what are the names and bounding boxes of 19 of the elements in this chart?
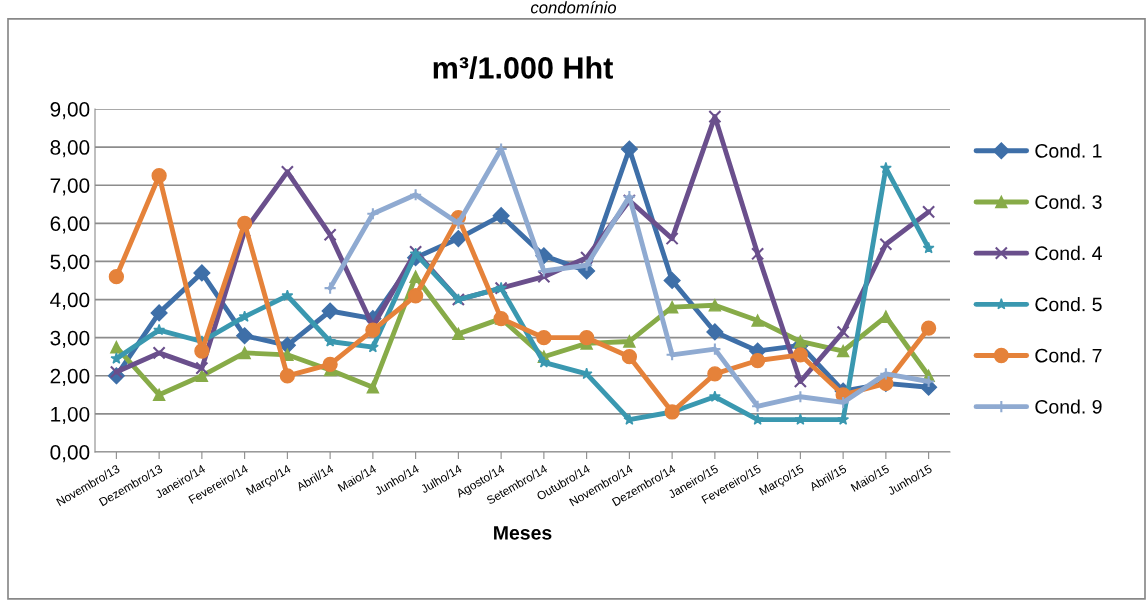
legend-label: Cond. 7 bbox=[1035, 348, 1102, 363]
legend-label: Cond. 9 bbox=[1035, 399, 1102, 414]
y-tick-label: 0,00 bbox=[50, 445, 90, 463]
legend-label: Cond. 4 bbox=[1035, 245, 1102, 261]
y-tick-label: 9,00 bbox=[50, 102, 90, 120]
y-tick-label: 6,00 bbox=[50, 216, 90, 234]
y-tick-label: 1,00 bbox=[51, 406, 90, 425]
legend-label: Cond. 5 bbox=[1035, 297, 1102, 312]
y-tick-label: 2,00 bbox=[50, 368, 90, 386]
y-tick-label: 7,00 bbox=[50, 178, 90, 196]
y-tick-label: 3,00 bbox=[50, 330, 90, 348]
y-tick-label: 5,00 bbox=[50, 254, 90, 272]
legend-label: Cond. 1 bbox=[1035, 143, 1102, 158]
y-tick-label: 4,00 bbox=[50, 292, 90, 310]
legend-label: Cond. 3 bbox=[1035, 194, 1102, 209]
chart-title: m³/1.000 Hht bbox=[433, 56, 613, 80]
text: condomínio bbox=[530, 1, 617, 14]
y-tick-label: 8,00 bbox=[50, 140, 90, 158]
x-axis-title: Meses bbox=[494, 526, 552, 540]
